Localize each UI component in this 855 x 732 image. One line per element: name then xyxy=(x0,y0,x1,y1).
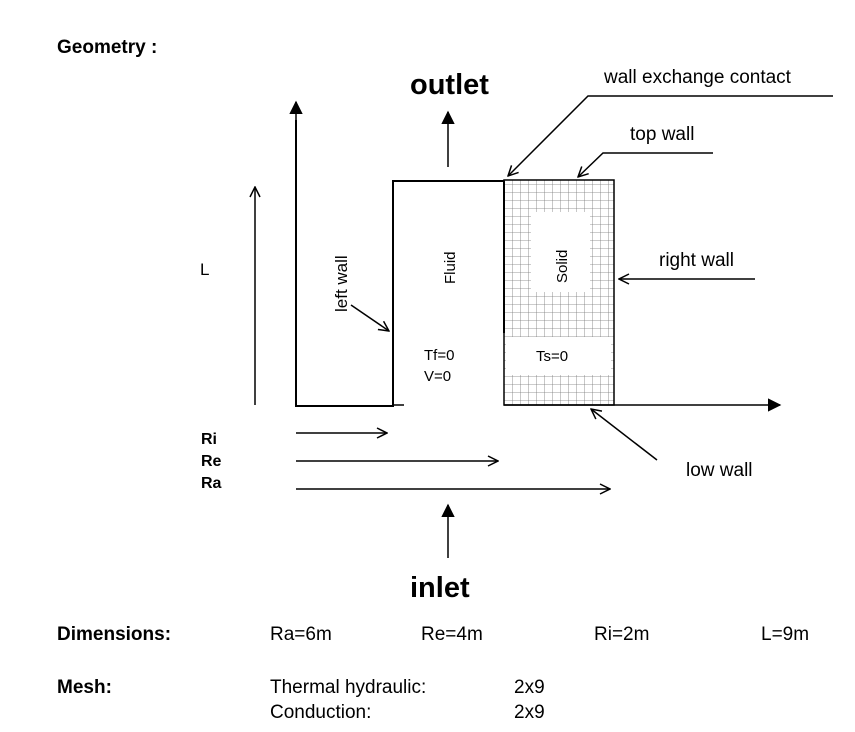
dim-re: Re=4m xyxy=(421,624,483,645)
low-wall-label: low wall xyxy=(686,460,753,481)
dim-ra: Ra=6m xyxy=(270,624,332,645)
v-label: V=0 xyxy=(424,368,451,385)
mesh-row-value: 2x9 xyxy=(514,702,545,723)
dimensions-label: Dimensions: xyxy=(57,624,172,645)
re-label: Re xyxy=(201,453,222,470)
left-wall-label: left wall xyxy=(332,255,351,312)
solid-region xyxy=(503,179,615,406)
mesh-row-value: 2x9 xyxy=(514,677,545,698)
low-wall-pointer xyxy=(591,409,658,461)
dim-ri: Ri=2m xyxy=(594,624,650,645)
ts-label: Ts=0 xyxy=(536,348,568,365)
tf-label: Tf=0 xyxy=(424,347,454,364)
outlet-label: outlet xyxy=(410,69,489,101)
top-wall-pointer xyxy=(578,152,713,177)
ri-label: Ri xyxy=(201,431,217,448)
right-wall-label: right wall xyxy=(659,250,734,271)
fluid-label: Fluid xyxy=(442,251,459,284)
inlet-label: inlet xyxy=(410,572,470,604)
dim-l: L=9m xyxy=(761,624,810,645)
mesh-row-name: Thermal hydraulic: xyxy=(270,677,427,698)
l-label: L xyxy=(200,260,209,279)
top-wall-label: top wall xyxy=(630,124,694,145)
wall-exchange-pointer xyxy=(508,95,833,176)
mesh-label: Mesh: xyxy=(57,677,112,698)
section-title: Geometry : xyxy=(57,37,157,58)
ra-label: Ra xyxy=(201,475,222,492)
left-wall-pointer xyxy=(350,304,389,331)
mesh-row-name: Conduction: xyxy=(270,702,372,723)
solid-label: Solid xyxy=(554,250,571,283)
wall-exchange-label: wall exchange contact xyxy=(603,67,792,88)
left-domain-wall xyxy=(295,120,504,407)
